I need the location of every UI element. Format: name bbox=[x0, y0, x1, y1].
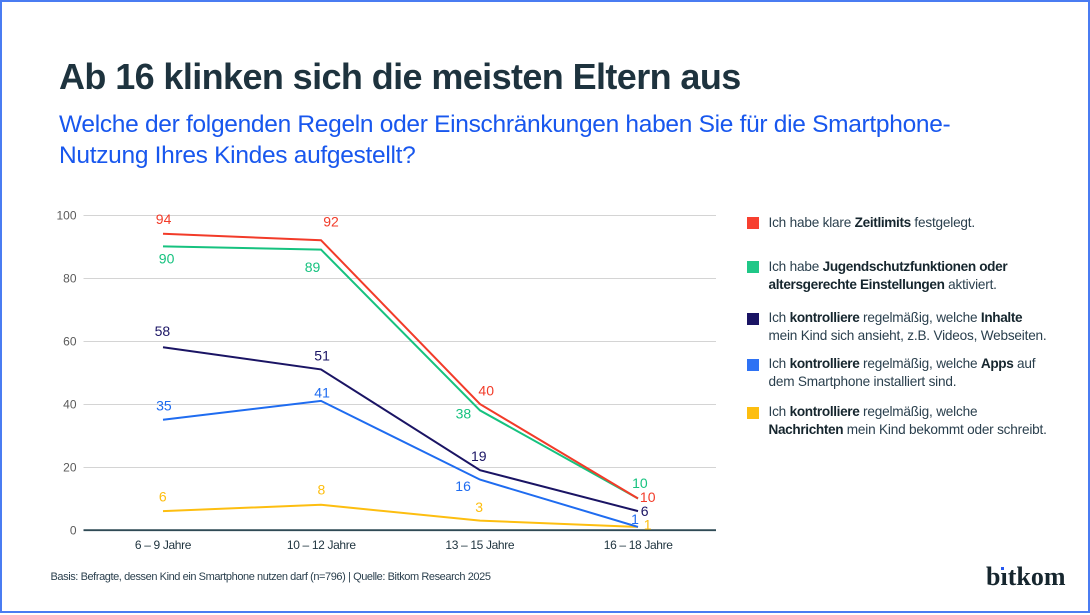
svg-text:35: 35 bbox=[156, 397, 172, 413]
svg-text:40: 40 bbox=[478, 383, 494, 399]
svg-text:92: 92 bbox=[323, 213, 339, 229]
svg-text:3: 3 bbox=[475, 499, 483, 515]
svg-text:10: 10 bbox=[640, 489, 656, 505]
svg-text:94: 94 bbox=[156, 211, 172, 227]
svg-text:51: 51 bbox=[314, 347, 330, 363]
svg-text:16 – 18 Jahre: 16 – 18 Jahre bbox=[604, 538, 674, 552]
svg-text:6: 6 bbox=[159, 489, 167, 505]
svg-text:8: 8 bbox=[318, 481, 326, 497]
svg-text:41: 41 bbox=[314, 384, 330, 400]
svg-text:13 – 15 Jahre: 13 – 15 Jahre bbox=[445, 538, 515, 552]
svg-text:6 – 9 Jahre: 6 – 9 Jahre bbox=[135, 538, 192, 552]
svg-text:10 – 12 Jahre: 10 – 12 Jahre bbox=[287, 538, 357, 552]
svg-text:38: 38 bbox=[456, 406, 472, 422]
svg-text:19: 19 bbox=[471, 448, 487, 464]
svg-text:1: 1 bbox=[644, 517, 652, 533]
svg-text:90: 90 bbox=[159, 250, 175, 266]
svg-text:60: 60 bbox=[63, 334, 77, 348]
svg-text:1: 1 bbox=[631, 511, 639, 527]
svg-text:58: 58 bbox=[155, 323, 171, 339]
svg-text:16: 16 bbox=[455, 478, 471, 494]
svg-text:6: 6 bbox=[641, 503, 649, 519]
svg-text:100: 100 bbox=[56, 208, 76, 222]
svg-text:20: 20 bbox=[63, 460, 77, 474]
svg-text:89: 89 bbox=[305, 259, 321, 275]
svg-text:80: 80 bbox=[63, 271, 77, 285]
svg-text:40: 40 bbox=[63, 397, 77, 411]
svg-text:10: 10 bbox=[632, 475, 648, 491]
svg-text:0: 0 bbox=[70, 523, 77, 537]
